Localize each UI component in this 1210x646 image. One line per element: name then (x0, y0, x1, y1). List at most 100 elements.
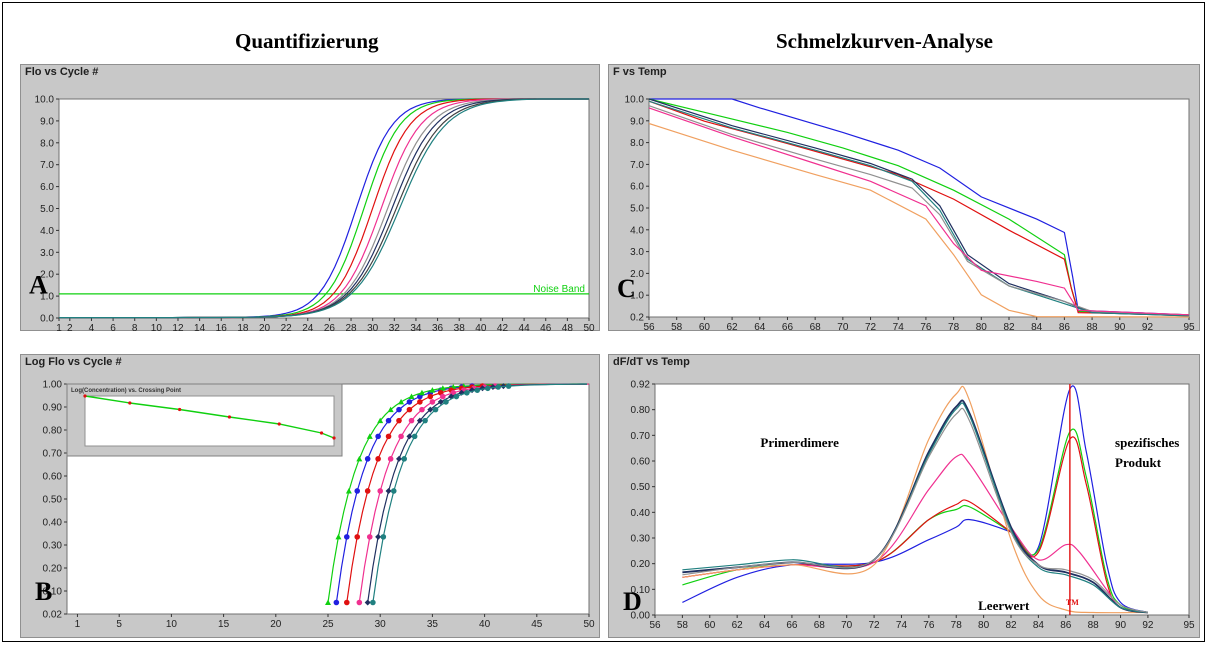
panel-a-ytick-label: 9.0 (40, 116, 54, 127)
inset-point (178, 407, 182, 412)
series-marker-pink (419, 406, 425, 413)
series-marker-teal (505, 383, 512, 389)
panel-c-xtick-label: 62 (727, 322, 739, 333)
panel-b-ytick-label: 0.40 (43, 518, 63, 529)
panel-c-xtick-label: 92 (1142, 322, 1154, 333)
leerwert-label: Leerwert (978, 598, 1030, 613)
panel-c-xtick-label: 86 (1059, 322, 1071, 333)
series-line-red (682, 436, 1149, 614)
series-marker-teal (370, 599, 376, 606)
series-marker-navy (364, 599, 371, 606)
panel-c-ytick-label: 7.0 (630, 160, 644, 171)
panel-d-xtick-label: 82 (1005, 620, 1017, 631)
panel-c-xtick-label: 76 (920, 322, 932, 333)
panel-a-xtick-label: 22 (281, 323, 293, 334)
panel-d-xtick-label: 68 (814, 620, 826, 631)
panel-d-xtick-label: 70 (841, 620, 853, 631)
panel-b-ytick-label: 0.20 (43, 564, 63, 575)
heading-schmelzkurven: Schmelzkurven-Analyse (776, 29, 993, 53)
panel-d-ytick-label: 0.40 (631, 508, 651, 519)
inset-plot-area (84, 395, 335, 447)
panel-b-ytick-label: 0.90 (43, 403, 63, 414)
series-line-orange (682, 385, 1148, 614)
panel-c-xtick-label: 95 (1183, 322, 1195, 333)
series-marker-teal (495, 384, 501, 390)
panel-a-xtick-label: 30 (367, 323, 379, 334)
panel-a-ytick-label: 6.0 (40, 182, 54, 193)
panel-b-xtick-label: 35 (427, 619, 439, 630)
series-marker-pink (450, 389, 457, 396)
series-marker-teal (422, 417, 428, 424)
series-marker-red (364, 488, 371, 494)
series-marker-blue (396, 406, 402, 413)
panel-d-ytick-label: 0.20 (631, 559, 651, 570)
panel-c-xtick-label: 78 (948, 322, 960, 333)
series-marker-green (387, 406, 394, 413)
series-marker-pink (398, 433, 404, 440)
series-marker-teal (411, 433, 418, 440)
series-marker-green (418, 389, 425, 396)
series-marker-blue (406, 399, 413, 405)
panel-d-xtick-label: 78 (951, 620, 963, 631)
panel-a-chart: 1 2 4 6 8 10 12 14 16 18 20 22 24 26 28 30 32 34 36 38 40 42 4… (29, 95, 595, 335)
series-line-red (648, 100, 1190, 316)
panel-b-ytick-label: 0.70 (43, 449, 63, 460)
panel-d-ytick-label: 0.70 (631, 431, 651, 442)
series-marker-navy (406, 433, 413, 440)
panel-c-ytick-label: 0.2 (630, 313, 644, 324)
series-marker-navy (469, 387, 476, 394)
series-marker-pink (377, 488, 384, 494)
panel-a-ytick-label: 5.0 (40, 204, 54, 215)
panel-a-ytick-label: 1.0 (40, 292, 54, 303)
series-marker-navy (395, 455, 402, 462)
series-marker-pink (429, 399, 436, 405)
panel-b-xtick-label: 25 (322, 619, 334, 630)
panel-a-xtick-label: 28 (345, 323, 357, 334)
panel-d-xtick-label: 84 (1033, 620, 1045, 631)
series-marker-teal (474, 387, 481, 393)
panel-a-xtick-label: 6 (110, 323, 116, 334)
panel-a-xtick-label: 24 (302, 323, 314, 334)
panel-d: dF/dT vs Temp 56 58 60 62 64 66 68 70 72 74 76 78 80… (608, 354, 1200, 638)
panel-d-ytick-label: 0.00 (631, 611, 651, 622)
panel-b-title: Log Flo vs Cycle # (25, 356, 122, 368)
panel-c-xtick-label: 90 (1114, 322, 1126, 333)
panel-a-xtick-label: 16 (216, 323, 228, 334)
series-marker-green (398, 398, 405, 405)
panel-c-xtick-label: 84 (1031, 322, 1043, 333)
panel-a-xtick-label: 44 (519, 323, 531, 334)
series-marker-navy (375, 533, 382, 540)
produkt-label: Produkt (1115, 455, 1162, 470)
series-marker-blue (333, 599, 340, 606)
panel-c-plot-area (648, 98, 1190, 318)
series-marker-teal (432, 406, 439, 413)
series-marker-green (325, 599, 331, 605)
panel-b-xtick-label: 50 (583, 619, 595, 630)
panel-a-xtick-label: 20 (259, 323, 271, 334)
panel-b-ytick-label: 0.60 (43, 472, 63, 483)
panel-a-xtick-label: 26 (324, 323, 336, 334)
panel-b: Log Flo vs Cycle # 1 5 10 15 20 25 30 35 40 45 50 0… (20, 354, 600, 638)
panel-d-title: dF/dT vs Temp (613, 356, 690, 368)
panel-a-ytick-label: 7.0 (40, 160, 54, 171)
panel-d-ytick-label: 0.92 (631, 380, 651, 391)
panel-a-ytick-label: 10.0 (35, 95, 55, 106)
inset-title: Log(Concentration) vs. Crossing Point (71, 388, 181, 394)
panel-b-xtick-label: 30 (375, 619, 387, 630)
panel-a-letter: A (29, 271, 48, 300)
panel-a-ytick-label: 0.0 (40, 314, 54, 325)
series-marker-teal (443, 399, 449, 405)
panel-d-xtick-label: 80 (978, 620, 990, 631)
panel-d-xtick-label: 76 (923, 620, 935, 631)
series-marker-teal (401, 456, 408, 462)
panel-c-title: F vs Temp (613, 66, 667, 78)
primerdimere-label: Primerdimere (760, 435, 839, 450)
series-marker-blue (385, 417, 392, 424)
panel-d-xtick-label: 74 (896, 620, 908, 631)
inset-point (277, 422, 281, 426)
series-marker-teal (453, 393, 460, 400)
noise-band-label: Noise Band (533, 284, 585, 295)
panel-d-xtick-label: 66 (786, 620, 798, 631)
panel-c-xtick-label: 72 (865, 322, 877, 333)
